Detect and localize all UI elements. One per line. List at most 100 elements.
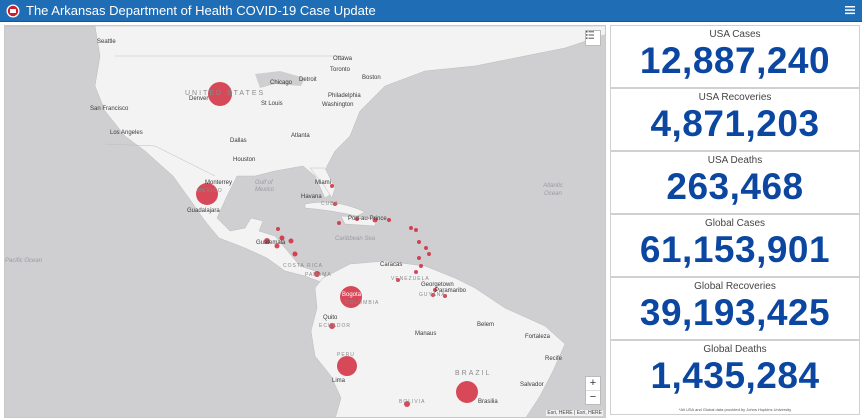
marker-antilles-1 [409, 226, 413, 230]
city-label: Lima [332, 378, 346, 384]
sea-label: Gulf of Mexico [255, 180, 275, 193]
global-cases-card: Global Cases 61,153,901 [610, 214, 860, 277]
marker-costa-rica [292, 251, 298, 257]
city-label: Fortaleza [525, 334, 551, 340]
city-label: Brasilia [478, 399, 498, 405]
city-label: Paramaribo [435, 288, 467, 294]
legend-toggle-button[interactable] [585, 30, 601, 46]
country-label: COSTA RICA [283, 263, 323, 269]
list-icon [586, 31, 594, 39]
city-label: Washington [322, 102, 354, 108]
sea-label: Atlantic Ocean [543, 183, 563, 197]
global-recoveries-card: Global Recoveries 39,193,425 [610, 277, 860, 340]
city-label: Toronto [330, 67, 351, 73]
stat-label: Global Recoveries [694, 281, 776, 292]
country-label: GUYANA [419, 292, 446, 298]
stat-label: USA Deaths [707, 155, 763, 166]
city-label: Denver [189, 96, 209, 102]
stat-label: USA Recoveries [698, 92, 772, 103]
stat-value: 1,435,284 [650, 355, 820, 396]
city-label: Manaus [415, 331, 437, 337]
city-label: Houston [233, 157, 256, 163]
arkansas-health-logo-icon [6, 4, 20, 17]
city-label: Atlanta [291, 133, 310, 139]
marker-el-salvador [274, 243, 280, 249]
city-label: Ottawa [333, 56, 353, 62]
city-label: Miami [315, 180, 331, 186]
stat-value: 39,193,425 [639, 292, 831, 333]
marker-puerto-rico [387, 218, 391, 222]
city-label: Boston [362, 75, 381, 81]
country-label: COLOMBIA [345, 300, 380, 306]
city-label: Bogota [342, 292, 362, 298]
marker-colombia [340, 286, 362, 308]
marker-belize [276, 227, 280, 231]
usa-recoveries-card: USA Recoveries 4,871,203 [610, 88, 860, 151]
usa-cases-card: USA Cases 12,887,240 [610, 25, 860, 88]
sea-label: Pacific Ocean [5, 258, 43, 264]
marker-guyana [433, 288, 437, 292]
city-label: Dallas [230, 138, 247, 144]
basemap [5, 26, 605, 417]
city-label: Havana [301, 194, 322, 200]
stat-label: Global Cases [704, 218, 766, 229]
marker-dominican [372, 217, 378, 223]
marker-panama [314, 271, 320, 277]
city-label: San Francisco [90, 106, 129, 112]
country-label: VENEZUELA [391, 276, 430, 282]
marker-honduras [279, 235, 285, 241]
city-label: Guadalajara [187, 208, 220, 214]
city-label: Port-au-Prince [348, 216, 387, 222]
marker-trinidad [414, 270, 418, 274]
country-label: UNITED STATES [185, 90, 266, 97]
country-label: CUBA [321, 201, 339, 207]
marker-usa [208, 82, 232, 106]
menu-icon[interactable] [844, 4, 856, 16]
country-label: BOLIVIA [399, 399, 426, 405]
map-attribution: Esri, HERE | Esri, HERE [546, 410, 603, 416]
country-label: BRAZIL [455, 370, 492, 377]
city-label: Belem [477, 322, 495, 328]
city-label: Caracas [380, 262, 403, 268]
app-title: The Arkansas Department of Health COVID-… [26, 3, 376, 18]
zoom-in-button[interactable]: + [589, 377, 597, 389]
sea-label: Caribbean Sea [335, 236, 376, 242]
city-label: Detroit [299, 77, 317, 83]
marker-haiti [355, 217, 359, 221]
marker-guatemala [264, 238, 270, 244]
city-label: Seattle [97, 39, 116, 45]
city-label: Monterrey [205, 180, 233, 186]
city-label: Philadelphia [328, 93, 361, 99]
stat-label: USA Cases [709, 29, 761, 40]
zoom-out-button[interactable]: − [586, 390, 600, 404]
marker-venezuela [396, 278, 400, 282]
country-label: PANAMA [305, 272, 332, 278]
marker-cuba [330, 184, 334, 188]
app-header: The Arkansas Department of Health COVID-… [0, 0, 862, 22]
marker-antilles-2 [414, 228, 418, 232]
global-deaths-card: Global Deaths 1,435,284 *All USA and Glo… [610, 340, 860, 415]
marker-brazil [456, 381, 478, 403]
marker-bolivia [404, 401, 410, 407]
marker-ecuador [329, 323, 335, 329]
marker-antilles-6 [417, 256, 421, 260]
marker-french-guiana [431, 293, 435, 297]
case-markers[interactable] [5, 26, 606, 418]
country-label: ECUADOR [319, 323, 352, 329]
city-label: Quito [323, 315, 338, 321]
stat-value: 12,887,240 [639, 40, 831, 81]
city-label: Recife [545, 356, 563, 362]
city-label: Salvador [520, 382, 544, 388]
marker-antilles-5 [427, 252, 431, 256]
city-label: Los Angeles [110, 130, 143, 136]
marker-suriname [443, 294, 447, 298]
stat-value: 263,468 [666, 166, 804, 207]
case-map[interactable]: Seattle Ottawa Toronto Boston Chicago De… [4, 25, 606, 418]
marker-antilles-3 [417, 240, 421, 244]
stat-value: 61,153,901 [639, 229, 831, 270]
data-source-footnote: *All USA and Global data provided by Joh… [678, 407, 792, 412]
country-label: PERU [337, 352, 355, 358]
usa-deaths-card: USA Deaths 263,468 [610, 151, 860, 214]
city-label: St Louis [261, 101, 283, 107]
country-label: MEXICO [197, 188, 223, 194]
